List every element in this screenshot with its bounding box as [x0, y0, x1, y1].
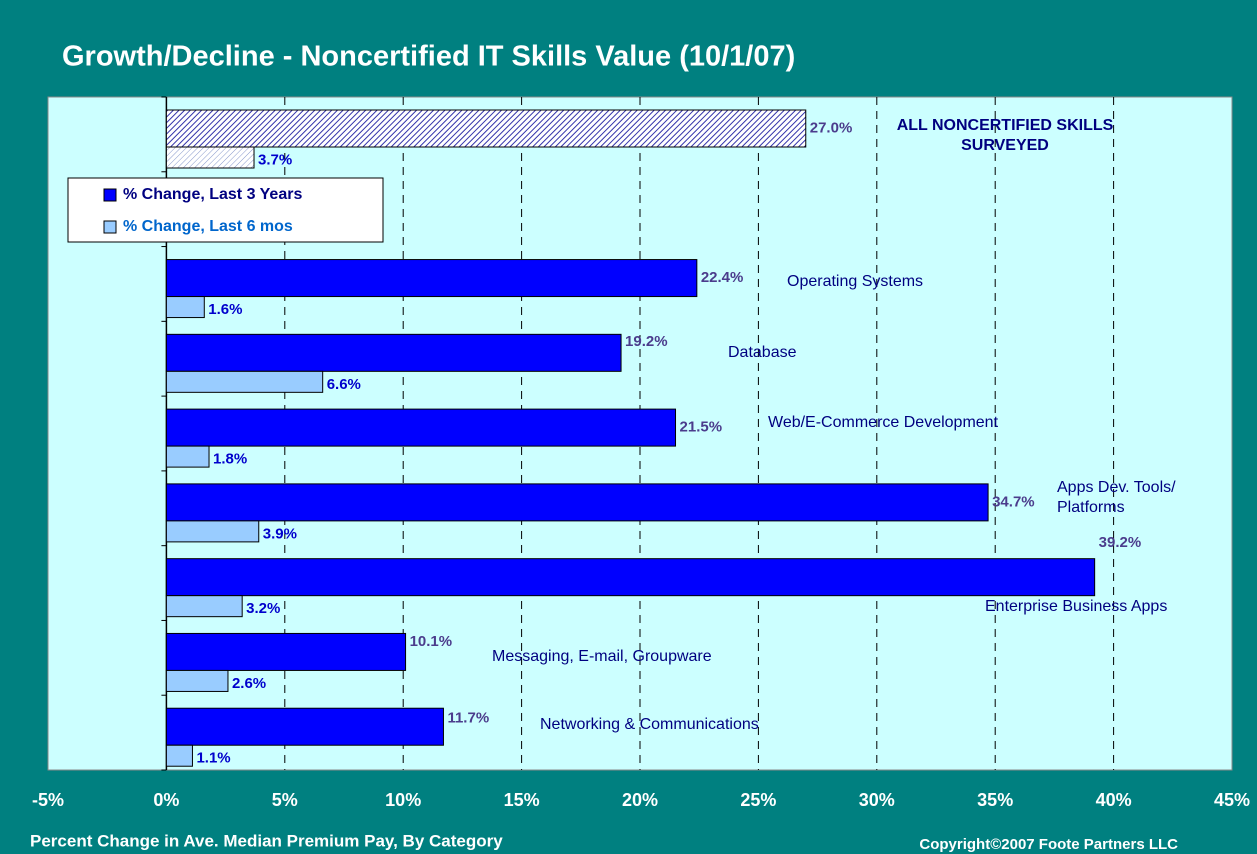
- category-label: Apps Dev. Tools/ Platforms: [1057, 479, 1176, 516]
- legend-label: % Change, Last 3 Years: [123, 186, 302, 203]
- chart-title: Growth/Decline - Noncertified IT Skills …: [62, 41, 795, 73]
- value-label: 3.2%: [246, 600, 280, 617]
- value-label: 1.8%: [213, 451, 247, 468]
- value-label: 34.7%: [992, 493, 1035, 510]
- x-tick-label: 10%: [385, 790, 421, 810]
- value-label: 3.7%: [258, 151, 292, 168]
- bar: [165, 669, 229, 692]
- bar: [165, 744, 193, 767]
- bar: [165, 445, 210, 468]
- x-tick-label: 45%: [1214, 790, 1250, 810]
- bar: [165, 296, 205, 319]
- bar: [165, 259, 698, 298]
- value-label: 19.2%: [625, 333, 668, 350]
- value-label: 3.9%: [263, 525, 297, 542]
- x-tick-label: 25%: [740, 790, 776, 810]
- value-label: 11.7%: [447, 710, 489, 727]
- x-tick-label: 35%: [977, 790, 1013, 810]
- value-label: 1.6%: [208, 301, 242, 318]
- legend-swatch: [103, 220, 117, 234]
- x-tick-label: -5%: [32, 790, 64, 810]
- bar: [165, 595, 243, 618]
- category-label: Operating Systems: [787, 273, 924, 290]
- bar: [165, 408, 677, 447]
- value-label: 2.6%: [232, 675, 266, 692]
- value-label: 21.5%: [680, 419, 723, 436]
- bar: [165, 146, 255, 169]
- category-label: Enterprise Business Apps: [985, 598, 1168, 615]
- x-tick-label: 5%: [272, 790, 298, 810]
- category-label: ALL NONCERTIFIED SKILLS SURVEYED: [896, 117, 1114, 154]
- legend-label: % Change, Last 6 mos: [123, 218, 293, 235]
- x-tick-label: 30%: [859, 790, 895, 810]
- bar: [165, 707, 444, 746]
- category-label: Database: [728, 344, 797, 361]
- value-label: 39.2%: [1099, 534, 1142, 551]
- legend-swatch: [103, 188, 117, 202]
- value-label: 22.4%: [701, 269, 744, 286]
- bar: [165, 632, 407, 671]
- value-label: 27.0%: [810, 119, 853, 136]
- value-label: 6.6%: [327, 376, 361, 393]
- x-axis-label: Percent Change in Ave. Median Premium Pa…: [30, 831, 503, 850]
- x-tick-label: 40%: [1096, 790, 1132, 810]
- bar: [165, 558, 1096, 597]
- footnote: Copyright©2007 Foote Partners LLC: [919, 836, 1178, 853]
- category-label: Messaging, E-mail, Groupware: [492, 648, 712, 665]
- legend: [67, 177, 384, 243]
- bar: [165, 333, 622, 372]
- x-tick-label: 20%: [622, 790, 658, 810]
- x-tick-label: 15%: [504, 790, 540, 810]
- value-label: 1.1%: [196, 750, 230, 767]
- bar: [165, 520, 260, 543]
- bar: [165, 370, 324, 393]
- bar: [165, 483, 989, 522]
- category-label: Networking & Communications: [540, 716, 759, 733]
- bar: [165, 109, 807, 148]
- x-tick-label: 0%: [153, 790, 179, 810]
- value-label: 10.1%: [410, 633, 453, 650]
- category-label: Web/E-Commerce Development: [768, 414, 999, 431]
